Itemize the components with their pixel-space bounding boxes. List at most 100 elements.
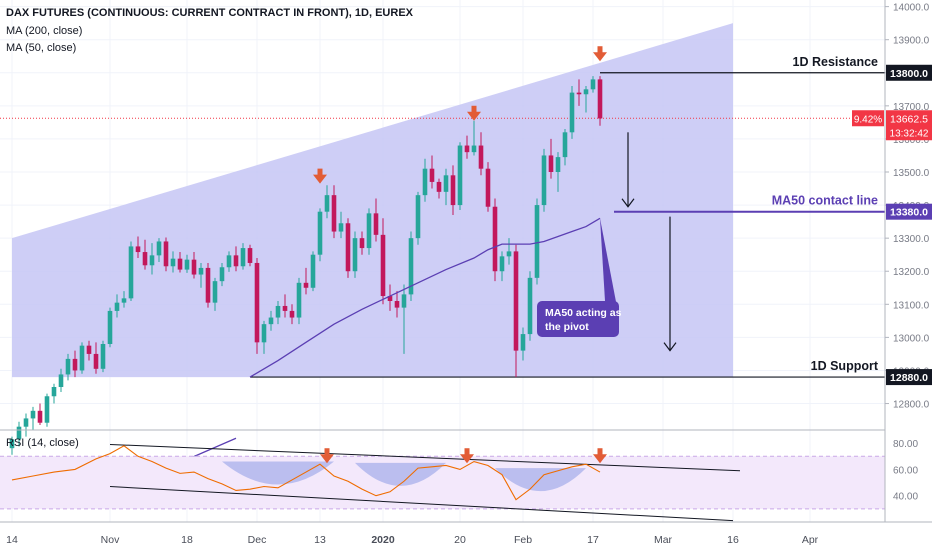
rsi-rounded-bottom-shape xyxy=(495,468,586,492)
price-tick-label: 14000.0 xyxy=(893,3,930,14)
level-price-tag-text: 13380.0 xyxy=(890,207,928,219)
time-axis-label: Feb xyxy=(514,534,532,546)
candle-body xyxy=(485,168,491,207)
bar-countdown-text: 13:32:42 xyxy=(890,128,929,139)
candle-body xyxy=(555,157,561,172)
candle-body xyxy=(303,282,309,288)
candle-body xyxy=(51,387,57,397)
candle-body xyxy=(65,358,71,375)
candle-body xyxy=(156,241,162,256)
ma200-legend[interactable]: MA (200, close) xyxy=(6,25,83,37)
candle-body xyxy=(457,145,463,206)
candle-body xyxy=(366,213,372,249)
candle-body xyxy=(16,426,22,440)
candle-body xyxy=(506,251,512,257)
change-percent-text: 9.42% xyxy=(854,114,882,125)
candle-body xyxy=(394,301,400,308)
candle-body xyxy=(268,317,274,325)
candle-body xyxy=(58,374,64,387)
candle-body xyxy=(37,410,43,423)
time-axis-label: 14 xyxy=(6,534,18,546)
candle-body xyxy=(79,345,85,371)
marker-arrow-head xyxy=(593,52,607,62)
level-price-tag-text: 13800.0 xyxy=(890,68,928,80)
candle-body xyxy=(170,258,176,267)
rsi-touch-arrow xyxy=(593,448,607,464)
candle-body xyxy=(86,345,92,354)
callout-box xyxy=(537,301,619,337)
callout-text-line2: the pivot xyxy=(545,321,589,333)
candle-body xyxy=(380,234,386,297)
candle-body xyxy=(9,439,15,449)
price-axis-bg xyxy=(885,0,932,550)
candle-body xyxy=(107,310,113,344)
candle-body xyxy=(198,267,204,275)
rsi-trendline xyxy=(109,486,734,522)
candle-body xyxy=(576,92,582,95)
candle-body xyxy=(114,302,120,311)
change-percent-tag xyxy=(852,110,884,127)
candle-body xyxy=(282,305,288,311)
candle-body xyxy=(240,248,246,267)
level-label: 1D Support xyxy=(811,359,879,373)
candle-body xyxy=(471,145,477,153)
candle-body xyxy=(345,223,351,272)
candle-body xyxy=(121,298,127,303)
candle-body xyxy=(450,175,456,206)
candle-body xyxy=(513,251,519,351)
price-tick-label: 13000.0 xyxy=(893,333,930,344)
resistance-touch-arrow xyxy=(467,105,481,121)
time-axis-label: 18 xyxy=(181,534,193,546)
candle-body xyxy=(415,195,421,239)
price-tick-label: 13600.0 xyxy=(893,135,930,146)
price-tick-label: 13500.0 xyxy=(893,168,930,179)
ma50-legend[interactable]: MA (50, close) xyxy=(6,42,77,54)
price-tick-label: 13700.0 xyxy=(893,102,930,113)
candle-body xyxy=(492,206,498,272)
rsi-tick-label: 80.00 xyxy=(893,439,918,450)
ma50-line xyxy=(249,217,601,378)
candle-body xyxy=(478,145,484,169)
marker-arrow-stem xyxy=(317,168,323,176)
rsi-touch-arrow xyxy=(320,448,334,464)
resistance-touch-arrow xyxy=(313,168,327,184)
candle-body xyxy=(548,155,554,172)
rsi-rounded-bottom-shape xyxy=(222,461,334,485)
candle-body xyxy=(226,255,232,268)
candle-body xyxy=(23,418,29,427)
candle-body xyxy=(464,145,470,153)
level-price-tag-text: 12880.0 xyxy=(890,372,928,384)
candle-body xyxy=(324,195,330,212)
rsi-tick-label: 40.00 xyxy=(893,492,918,503)
time-axis-label: 16 xyxy=(727,534,739,546)
candle-body xyxy=(520,334,526,351)
candle-body xyxy=(30,410,36,419)
price-tick-label: 13100.0 xyxy=(893,300,930,311)
level-price-tag xyxy=(886,203,932,220)
candle-body xyxy=(408,238,414,295)
rsi-trendline xyxy=(109,443,741,472)
candle-body xyxy=(429,168,435,182)
rsi-legend[interactable]: RSI (14, close) xyxy=(6,437,79,449)
candle-body xyxy=(541,155,547,206)
marker-arrow-stem xyxy=(597,46,603,54)
marker-arrow-stem xyxy=(471,105,477,113)
current-price-text: 13662.5 xyxy=(890,113,928,125)
time-axis-label: 20 xyxy=(454,534,466,546)
rsi-tick-label: 60.00 xyxy=(893,465,918,476)
candle-body xyxy=(422,168,428,196)
rsi-touch-arrow xyxy=(460,448,474,464)
candle-body xyxy=(212,281,218,303)
candle-body xyxy=(177,258,183,270)
resistance-touch-arrow xyxy=(593,46,607,62)
candle-body xyxy=(317,211,323,255)
time-axis-label: Mar xyxy=(654,534,673,546)
time-axis-label: Dec xyxy=(248,534,267,546)
candle-body xyxy=(205,267,211,303)
candle-body xyxy=(191,259,197,275)
level-label: 1D Resistance xyxy=(793,55,879,69)
candle-body xyxy=(338,223,344,232)
candle-body xyxy=(219,267,225,282)
rsi-line xyxy=(11,445,601,501)
